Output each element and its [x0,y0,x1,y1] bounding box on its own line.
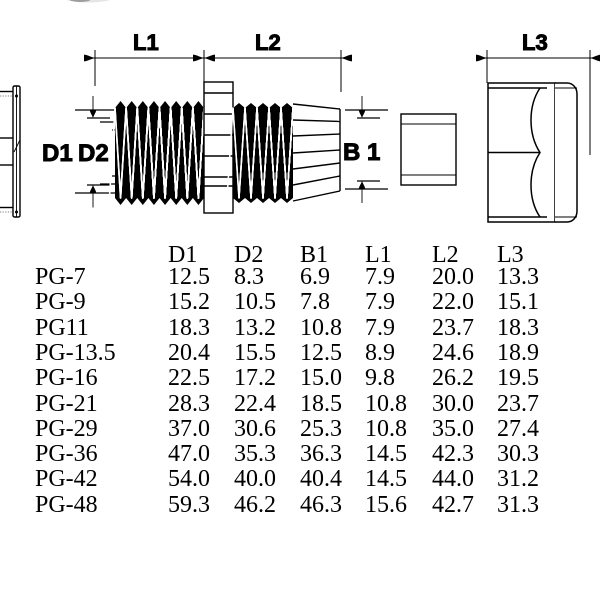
svg-text:L1: L1 [133,30,159,55]
svg-text:L2: L2 [255,30,281,55]
svg-text:D2: D2 [78,140,109,167]
svg-text:L3: L3 [522,30,548,55]
svg-text:B 1: B 1 [343,139,380,166]
svg-text:D1: D1 [42,140,73,167]
